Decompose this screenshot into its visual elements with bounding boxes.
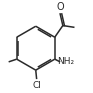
Text: Cl: Cl [32, 81, 41, 90]
Text: O: O [56, 2, 64, 12]
Text: NH₂: NH₂ [57, 57, 74, 66]
